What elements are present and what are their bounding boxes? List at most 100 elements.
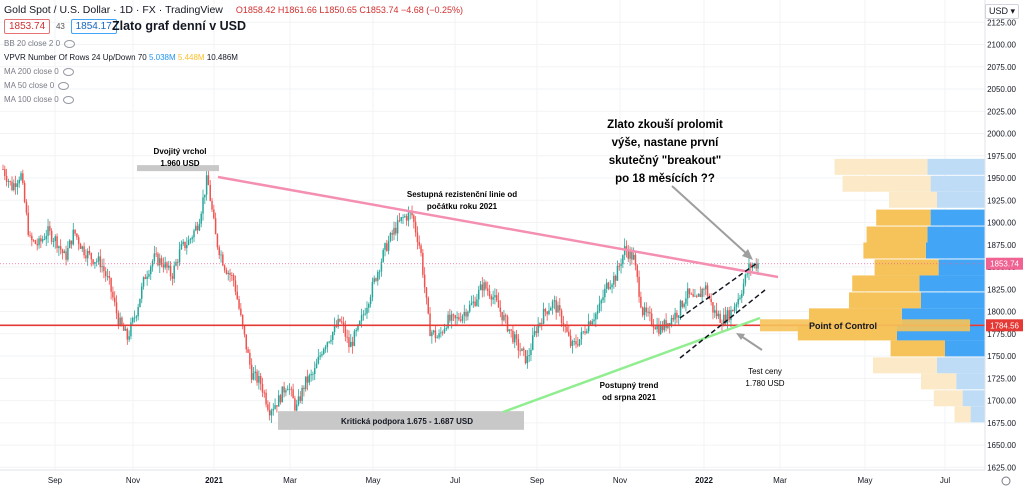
candle-body — [240, 308, 242, 315]
eye-icon[interactable] — [64, 39, 76, 48]
candle-body — [510, 329, 512, 331]
candle-body — [198, 223, 201, 231]
candle-body — [735, 304, 738, 307]
candle-body — [45, 236, 47, 240]
candle-body — [468, 304, 471, 312]
candle-body — [249, 352, 251, 365]
candle-body — [4, 169, 6, 176]
sell-price-button[interactable]: 1853.74 — [4, 19, 51, 34]
candle-body — [94, 262, 96, 264]
candle-body — [72, 229, 75, 245]
candle-body — [632, 254, 635, 260]
indicator-ma50[interactable]: MA 50 close 0 — [4, 81, 70, 90]
candle-body — [108, 276, 111, 279]
candle-body — [277, 395, 280, 407]
volume-profile-down-bar — [937, 191, 985, 208]
eye-icon[interactable] — [58, 81, 70, 90]
candle-body — [135, 316, 138, 318]
buy-price-button[interactable]: 1854.17 — [70, 19, 117, 34]
candle-body — [369, 297, 372, 305]
candle-body — [378, 271, 381, 273]
candle-body — [566, 326, 568, 332]
candle-body — [56, 236, 58, 249]
candle-body — [140, 286, 143, 299]
indicator-ma100[interactable]: MA 100 close 0 — [4, 95, 74, 104]
candle-body — [117, 313, 120, 326]
breakout-label-line: Zlato zkouší prolomit — [607, 119, 723, 131]
candle-body — [674, 312, 676, 320]
candle-body — [301, 387, 303, 401]
candle-body — [631, 250, 633, 260]
candle-body — [452, 314, 455, 316]
candle-body — [688, 288, 691, 294]
interval-label[interactable]: 1D — [119, 4, 133, 17]
candle-body — [317, 356, 320, 364]
candle-body — [342, 322, 345, 326]
candle-body — [494, 295, 496, 298]
candle-body — [182, 241, 184, 244]
candle-body — [160, 258, 163, 265]
candle-body — [728, 310, 730, 320]
currency-selector[interactable]: USD ▾ — [984, 4, 1019, 19]
candle-body — [463, 311, 466, 316]
candle-body — [559, 305, 561, 311]
candle-body — [432, 330, 435, 333]
candle-body — [504, 315, 507, 317]
volume-profile-down-bar — [938, 259, 985, 276]
price-tick-label: 2050.00 — [987, 85, 1016, 94]
candle-body — [58, 246, 60, 249]
price-tick-label: 1875.00 — [987, 241, 1016, 250]
candle-body — [351, 341, 354, 346]
candle-body — [101, 266, 103, 268]
candle-body — [2, 169, 4, 170]
indicator-vpvr[interactable]: VPVR Number Of Rows 24 Up/Down 70 5.038M… — [4, 53, 238, 62]
candle-body — [25, 201, 28, 213]
candle-body — [459, 319, 462, 321]
candle-body — [373, 278, 375, 282]
eye-icon[interactable] — [62, 95, 74, 104]
candle-body — [348, 337, 350, 348]
indicator-bb[interactable]: BB 20 close 2 0 — [4, 39, 76, 48]
candle-body — [532, 335, 534, 350]
price-tick-label: 2125.00 — [987, 18, 1016, 27]
candle-body — [283, 386, 285, 393]
candle-body — [544, 308, 547, 312]
candle-body — [36, 243, 38, 246]
candle-body — [456, 317, 458, 319]
candle-body — [542, 308, 545, 324]
candle-body — [14, 183, 17, 187]
price-tick-label: 1725.00 — [987, 374, 1016, 383]
price-tick-label: 2025.00 — [987, 107, 1016, 116]
candle-body — [184, 241, 186, 249]
candle-body — [382, 249, 384, 262]
candle-body — [331, 332, 334, 340]
eye-icon[interactable] — [62, 67, 74, 76]
symbol-name[interactable]: Gold Spot / U.S. Dollar — [4, 4, 111, 17]
candle-body — [712, 302, 714, 313]
candle-body — [555, 300, 557, 313]
candle-body — [733, 306, 736, 312]
candle-body — [187, 239, 190, 245]
candle-body — [413, 215, 415, 222]
candle-body — [346, 336, 348, 338]
candle-body — [137, 307, 139, 317]
candle-body — [148, 274, 150, 277]
candle-body — [285, 390, 287, 393]
indicator-ma200[interactable]: MA 200 close 0 — [4, 67, 74, 76]
candle-body — [539, 322, 541, 325]
candle-body — [755, 263, 757, 269]
candle-body — [492, 297, 494, 300]
candle-body — [209, 185, 211, 201]
candle-body — [405, 216, 408, 221]
source-label: TradingView — [165, 4, 223, 17]
candle-body — [27, 212, 29, 235]
candle-body — [245, 334, 248, 350]
candle-body — [573, 341, 575, 342]
candle-body — [676, 312, 678, 318]
candle-body — [355, 330, 357, 332]
candle-body — [207, 175, 210, 186]
uptrend-label-2: od srpna 2021 — [602, 393, 656, 402]
price-tick-label: 1825.00 — [987, 285, 1016, 294]
candle-body — [67, 248, 69, 260]
